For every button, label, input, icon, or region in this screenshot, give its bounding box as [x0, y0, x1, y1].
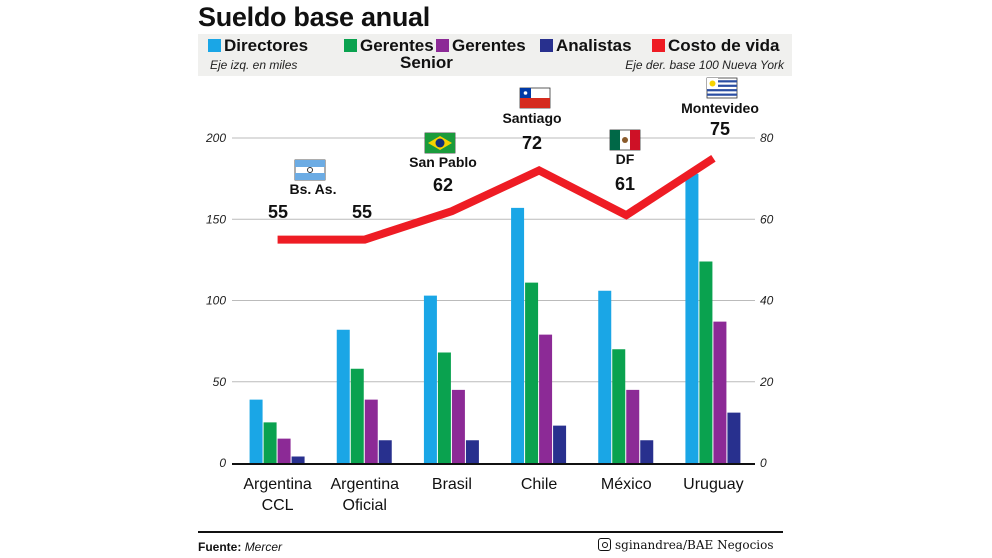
bar-gerentes — [626, 389, 640, 463]
source-label: Fuente: — [198, 540, 242, 554]
right-axis-note: Eje der. base 100 Nueva York — [625, 58, 784, 72]
right-tick-label: 40 — [760, 294, 774, 308]
bar-gerentes-senior — [437, 352, 451, 463]
city-label: San Pablo — [409, 154, 477, 170]
credit-text: sginandrea/BAE Negocios — [615, 538, 774, 552]
legend-label: Analistas — [556, 36, 632, 55]
flag-stripe — [295, 160, 325, 167]
legend-label-senior: Senior — [400, 53, 453, 72]
line-value-label: 62 — [433, 175, 453, 195]
right-tick-label: 60 — [760, 212, 774, 226]
chart-title: Sueldo base anual — [198, 2, 430, 32]
city-label: Santiago — [502, 110, 561, 126]
bar-directores — [336, 329, 350, 463]
x-tick-label: Uruguay — [683, 476, 743, 493]
flag-stripe — [707, 80, 737, 83]
legend-label: Gerentes — [452, 36, 526, 55]
legend-label: Gerentes — [360, 36, 434, 55]
legend-item-gerentes: Gerentes — [436, 36, 526, 56]
bar-gerentes-senior — [612, 349, 626, 463]
bar-analistas — [640, 440, 654, 463]
bar-gerentes-senior — [263, 422, 277, 463]
legend-item-directores: Directores — [208, 36, 308, 56]
bar-gerentes — [451, 389, 465, 463]
left-tick-label: 200 — [205, 131, 226, 145]
bar-analistas — [553, 425, 567, 463]
legend-item-gerentes-senior: Gerentes — [344, 36, 434, 56]
flag-stripe — [520, 98, 550, 108]
line-value-label: 72 — [522, 133, 542, 153]
footer-divider — [198, 531, 783, 533]
right-tick-label: 20 — [759, 375, 774, 389]
legend-swatch — [208, 39, 221, 52]
legend-swatch — [344, 39, 357, 52]
left-tick-label: 100 — [206, 294, 226, 308]
bar-gerentes-senior — [350, 368, 364, 463]
bar-directores — [423, 295, 437, 463]
flag-stripe — [707, 89, 737, 92]
left-tick-label: 150 — [206, 212, 226, 226]
bar-gerentes — [277, 438, 291, 463]
source-value: Mercer — [244, 540, 283, 554]
bar-directores — [685, 173, 699, 463]
line-value-label: 55 — [268, 202, 288, 222]
bar-directores — [249, 399, 263, 463]
x-tick-label: México — [601, 476, 652, 493]
flag-stripe — [707, 84, 737, 87]
legend-item-analistas: Analistas — [540, 36, 632, 56]
flag-emblem — [622, 137, 628, 143]
bar-analistas — [378, 440, 392, 463]
legend-label: Directores — [224, 36, 309, 55]
bar-gerentes-senior — [525, 282, 539, 463]
bar-gerentes — [364, 399, 378, 463]
bar-analistas — [465, 440, 479, 463]
line-value-label: 55 — [352, 202, 372, 222]
instagram-icon — [598, 538, 611, 551]
x-tick-label: Argentina — [243, 476, 312, 493]
line-costo-de-vida — [277, 154, 716, 244]
flag-sun — [709, 80, 716, 87]
bar-directores — [511, 207, 525, 463]
bar-gerentes — [539, 334, 553, 463]
bar-gerentes-senior — [699, 261, 713, 463]
x-tick-label: Argentina — [331, 476, 400, 493]
left-tick-label: 0 — [219, 456, 226, 470]
line-value-label: 61 — [615, 174, 635, 194]
x-tick-label: CCL — [262, 497, 294, 514]
credit: sginandrea/BAE Negocios — [598, 538, 774, 552]
right-tick-label: 0 — [760, 456, 767, 470]
legend-swatch — [652, 39, 665, 52]
flag-globe — [435, 138, 445, 148]
source: Fuente: Mercer — [198, 540, 282, 554]
legend-label: Costo de vida — [668, 36, 780, 55]
x-tick-label: Oficial — [343, 497, 387, 514]
flag-stripe — [610, 130, 620, 150]
x-tick-label: Chile — [521, 476, 558, 493]
flag-stripe — [295, 173, 325, 180]
bar-analistas — [291, 456, 305, 463]
chart-plot: 0 50 100 150 200 0 20 40 60 80 Argentina CCL Argenti… — [205, 77, 774, 514]
flag-stripe — [630, 130, 640, 150]
bar-gerentes — [713, 321, 727, 463]
flag-sun — [307, 167, 313, 173]
left-axis-note: Eje izq. en miles — [210, 58, 298, 72]
bar-analistas — [727, 412, 741, 463]
left-tick-label: 50 — [213, 375, 227, 389]
line-value-label: 75 — [710, 119, 730, 139]
x-tick-label: Brasil — [432, 476, 472, 493]
city-label: DF — [616, 151, 635, 167]
legend: Directores Gerentes Senior Gerentes Anal… — [198, 34, 792, 76]
bar-directores — [598, 290, 612, 463]
flag-star — [523, 91, 528, 95]
legend-swatch — [540, 39, 553, 52]
right-tick-label: 80 — [760, 131, 774, 145]
city-label: Montevideo — [681, 100, 759, 116]
city-label: Bs. As. — [290, 181, 337, 197]
flag-stripe — [707, 93, 737, 96]
legend-swatch — [436, 39, 449, 52]
legend-item-costo-de-vida: Costo de vida — [652, 36, 779, 56]
